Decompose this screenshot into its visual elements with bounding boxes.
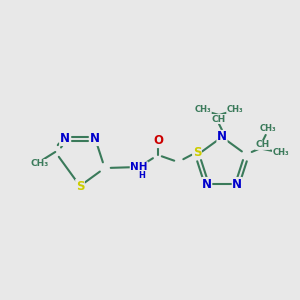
Text: CH₃: CH₃: [260, 124, 276, 134]
Text: CH: CH: [256, 140, 270, 149]
Text: NH: NH: [130, 162, 148, 172]
Text: S: S: [76, 179, 84, 193]
Text: O: O: [153, 134, 163, 148]
Text: S: S: [193, 146, 201, 158]
Text: CH₃: CH₃: [195, 104, 211, 113]
Text: N: N: [60, 133, 70, 146]
Text: N: N: [232, 178, 242, 190]
Text: N: N: [90, 133, 100, 146]
Text: CH₃: CH₃: [30, 160, 48, 169]
Text: H: H: [139, 170, 145, 179]
Text: N: N: [217, 130, 227, 143]
Text: CH₃: CH₃: [272, 148, 289, 158]
Text: CH₃: CH₃: [227, 104, 243, 113]
Text: N: N: [202, 178, 212, 190]
Text: CH: CH: [212, 115, 226, 124]
